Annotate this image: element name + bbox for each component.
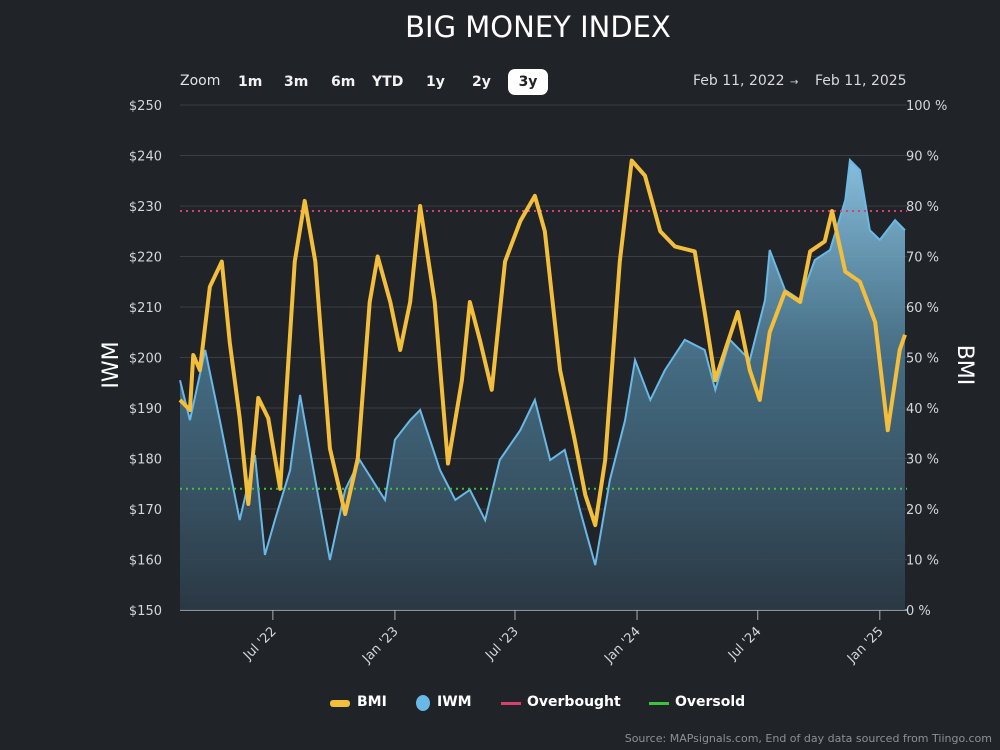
right-tick-label: 60 %: [906, 301, 939, 316]
iwm-area: [180, 160, 906, 611]
zoom-label: Zoom: [180, 73, 221, 89]
left-tick-label: $250: [129, 99, 162, 114]
legend-oversold-marker: [649, 702, 669, 705]
x-axis: Jul '22 Jan '23 Jul '23 Jan '24 Jul '24 Jan '…: [240, 610, 887, 667]
left-tick-label: $150: [129, 604, 162, 619]
right-tick-label: 30 %: [906, 453, 939, 468]
left-tick-label: $240: [129, 150, 162, 165]
left-tick-label: $220: [129, 251, 162, 266]
source-note: Source: MAPsignals.com, End of day data …: [624, 732, 992, 745]
x-tick-label: Jan '23: [359, 624, 402, 667]
range-to[interactable]: Feb 11, 2025: [815, 73, 907, 89]
legend-iwm[interactable]: IWM: [437, 694, 472, 710]
left-tick-label: $200: [129, 352, 162, 367]
left-tick-label: $170: [129, 503, 162, 518]
zoom-1m-button[interactable]: 1m: [238, 74, 263, 90]
zoom-ytd-button[interactable]: YTD: [372, 74, 404, 90]
left-axis-label: IWM: [99, 341, 124, 388]
right-axis: 0 % 10 % 20 % 30 % 40 % 50 % 60 % 70 % 80 % 90 % 1…: [906, 99, 947, 619]
zoom-6m-button[interactable]: 6m: [331, 74, 356, 90]
left-tick-label: $230: [129, 200, 162, 215]
x-tick-label: Jan '24: [601, 624, 644, 667]
right-tick-label: 90 %: [906, 150, 939, 165]
range-arrow-icon: →: [790, 77, 799, 88]
legend-overbought-marker: [501, 702, 521, 705]
zoom-2y-button[interactable]: 2y: [472, 74, 491, 90]
right-axis-label: BMI: [952, 345, 977, 386]
legend-markers: [330, 695, 669, 711]
chart-title: BIG MONEY INDEX: [405, 10, 671, 44]
x-tick-label: Jul '22: [240, 624, 280, 664]
iwm-line: [179, 157, 906, 566]
legend-bmi[interactable]: BMI: [357, 694, 387, 710]
x-tick-label: Jul '23: [482, 624, 522, 664]
zoom-1y-button[interactable]: 1y: [426, 74, 445, 90]
x-tick-label: Jan '25: [844, 624, 887, 667]
left-tick-label: $160: [129, 554, 162, 569]
bmi-line: [178, 158, 907, 528]
right-tick-label: 20 %: [906, 503, 939, 518]
right-tick-label: 80 %: [906, 200, 939, 215]
right-tick-label: 50 %: [906, 352, 939, 367]
range-from[interactable]: Feb 11, 2022: [693, 73, 785, 89]
left-tick-label: $210: [129, 301, 162, 316]
x-tick-label: Jul '24: [725, 624, 765, 664]
left-axis: $150 $160 $170 $180 $190 $200 $210 $220 $230 $240…: [129, 99, 162, 619]
right-tick-label: 70 %: [906, 251, 939, 266]
zoom-3y-button[interactable]: 3y: [508, 69, 548, 95]
legend-iwm-marker: [416, 695, 430, 711]
right-tick-label: 100 %: [906, 99, 947, 114]
legend-oversold[interactable]: Oversold: [675, 694, 746, 710]
left-tick-label: $190: [129, 402, 162, 417]
legend-overbought[interactable]: Overbought: [527, 694, 621, 710]
legend-bmi-marker: [330, 700, 350, 707]
right-tick-label: 40 %: [906, 402, 939, 417]
zoom-3m-button[interactable]: 3m: [284, 74, 309, 90]
right-tick-label: 0 %: [906, 604, 931, 619]
right-tick-label: 10 %: [906, 554, 939, 569]
left-tick-label: $180: [129, 453, 162, 468]
